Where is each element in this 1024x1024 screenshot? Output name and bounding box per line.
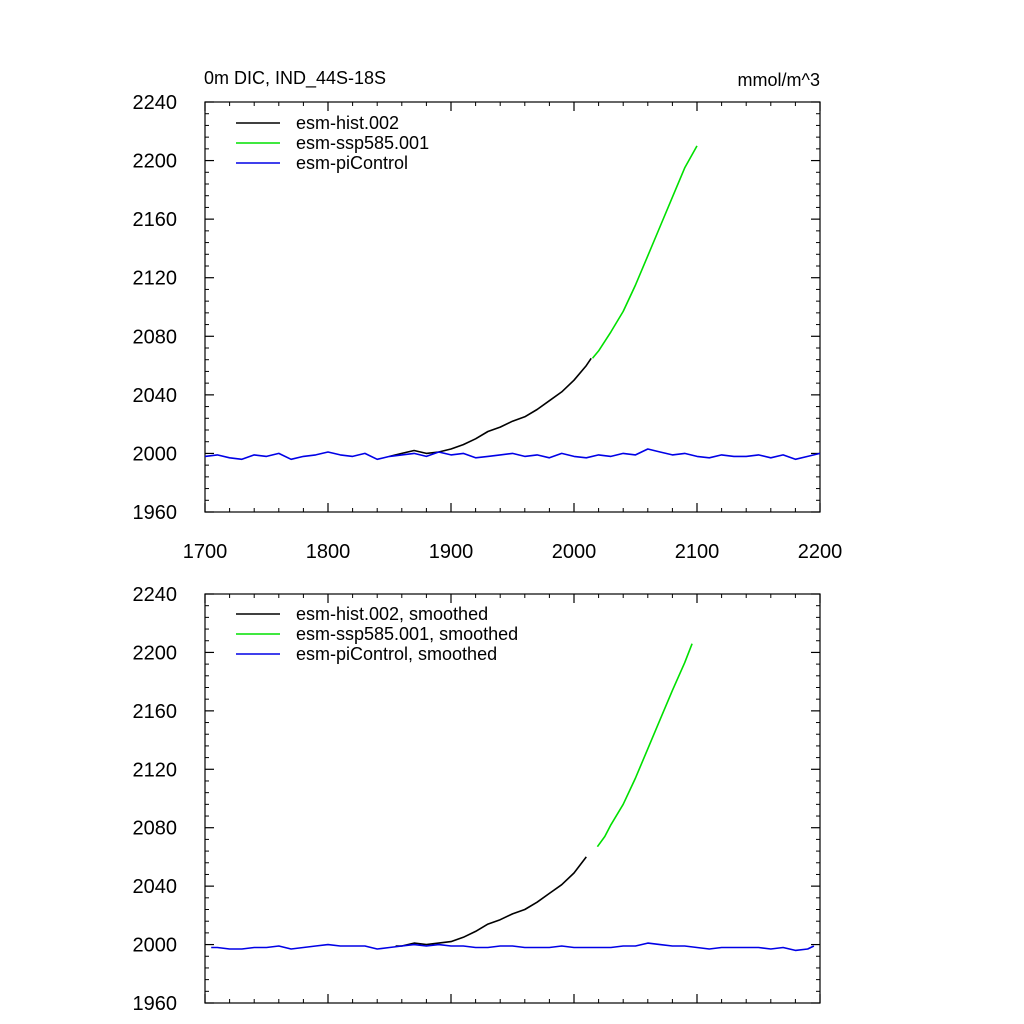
series-line-picontrol bbox=[211, 942, 815, 952]
legend-label-picontrol: esm-piControl, smoothed bbox=[296, 644, 497, 664]
y-tick-label: 2240 bbox=[133, 92, 178, 114]
legend-label-hist: esm-hist.002, smoothed bbox=[296, 604, 488, 624]
legend-label-picontrol: esm-piControl bbox=[296, 153, 408, 173]
y-tick-label: 1960 bbox=[133, 993, 178, 1015]
y-tick-label: 2080 bbox=[133, 818, 178, 840]
x-tick-label: 2000 bbox=[552, 541, 597, 563]
y-tick-label: 2160 bbox=[133, 701, 178, 723]
units-label: mmol/m^3 bbox=[738, 70, 820, 90]
bottom-panel: 1960 2000 2040 2080 2120 2160 2200 2240 esm-hist… bbox=[133, 584, 821, 1015]
y-tick-label: 2040 bbox=[133, 876, 178, 898]
y-tick-label: 2000 bbox=[133, 935, 178, 957]
x-tick-label: 1700 bbox=[183, 541, 228, 563]
y-tick-label: 2120 bbox=[133, 759, 178, 781]
plot-frame bbox=[204, 101, 821, 513]
series-line-ssp bbox=[591, 145, 698, 359]
chart-title: 0m DIC, IND_44S-18S bbox=[204, 68, 386, 89]
legend-label-ssp: esm-ssp585.001 bbox=[296, 133, 429, 153]
series-line-picontrol bbox=[204, 448, 821, 461]
y-tick-label: 2040 bbox=[133, 385, 178, 407]
y-tick-label: 2200 bbox=[133, 642, 178, 664]
series-line-hist bbox=[395, 856, 587, 947]
x-tick-label: 1800 bbox=[306, 541, 351, 563]
y-tick-label: 1960 bbox=[133, 502, 178, 524]
series-line-hist bbox=[389, 357, 592, 458]
y-tick-label: 2240 bbox=[133, 584, 178, 606]
series-line-ssp bbox=[596, 643, 693, 848]
legend-label-ssp: esm-ssp585.001, smoothed bbox=[296, 624, 518, 644]
y-tick-label: 2120 bbox=[133, 268, 178, 290]
legend-label-hist: esm-hist.002 bbox=[296, 113, 399, 133]
y-tick-label: 2160 bbox=[133, 209, 178, 231]
y-tick-label: 2080 bbox=[133, 326, 178, 348]
x-tick-label: 2200 bbox=[798, 541, 843, 563]
y-tick-label: 2000 bbox=[133, 443, 178, 465]
plot-frame bbox=[204, 593, 821, 1004]
x-tick-label: 2100 bbox=[675, 541, 720, 563]
top-panel: 1960 2000 2040 2080 2120 2160 2200 2240 1700 1800… bbox=[133, 92, 843, 563]
x-tick-label: 1900 bbox=[429, 541, 474, 563]
y-tick-label: 2200 bbox=[133, 151, 178, 173]
